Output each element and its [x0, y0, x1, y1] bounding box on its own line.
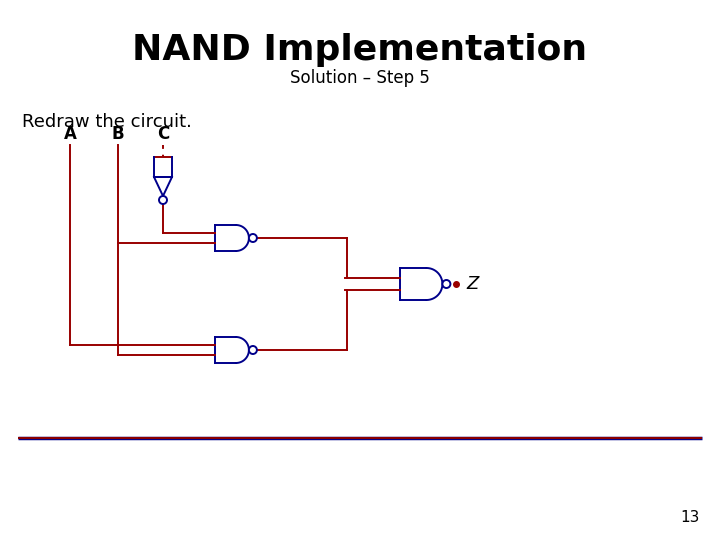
- Text: Redraw the circuit.: Redraw the circuit.: [22, 113, 192, 131]
- Text: NAND Implementation: NAND Implementation: [132, 33, 588, 67]
- Text: B: B: [112, 125, 125, 143]
- Circle shape: [249, 346, 257, 354]
- Text: Solution – Step 5: Solution – Step 5: [290, 69, 430, 87]
- Text: A: A: [63, 125, 76, 143]
- Circle shape: [159, 196, 167, 204]
- Circle shape: [442, 280, 451, 288]
- Circle shape: [249, 234, 257, 242]
- Text: Z: Z: [467, 275, 479, 293]
- Text: 13: 13: [680, 510, 700, 525]
- Text: C: C: [157, 125, 169, 143]
